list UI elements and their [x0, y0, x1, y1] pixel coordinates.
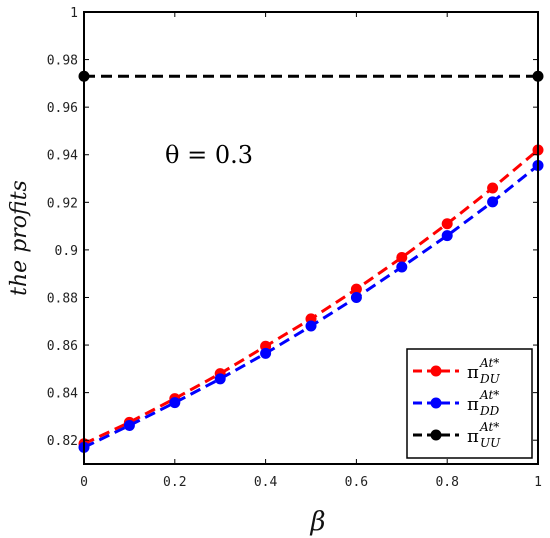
legend-sup-dd: At* [479, 388, 499, 402]
legend-symbol-dd: π [467, 394, 479, 415]
data-point-dd [214, 373, 226, 385]
data-point-du [396, 252, 408, 264]
plot-frame [83, 11, 539, 465]
legend-marker-uu [430, 429, 442, 441]
x-tick-label: 0.8 [435, 475, 458, 490]
legend-sub-du: DU [479, 372, 501, 386]
y-tick-label: 0.94 [47, 149, 78, 164]
x-tick-label: 0.6 [345, 475, 368, 490]
y-tick-label: 0.98 [47, 54, 78, 69]
x-tick-label: 0 [80, 475, 88, 490]
y-tick-label: 0.88 [47, 291, 78, 306]
legend-marker-dd [430, 397, 442, 409]
y-axis-title: the profits [7, 180, 32, 296]
x-tick-label: 0.2 [163, 475, 186, 490]
y-tick-label: 0.86 [47, 339, 78, 354]
data-point-dd [396, 261, 408, 273]
x-axis-title: β [309, 507, 325, 537]
x-tick-label: 1 [534, 475, 542, 490]
data-point-dd [350, 291, 362, 303]
legend-sup-uu: At* [479, 420, 499, 434]
data-point-dd [260, 347, 272, 359]
data-point-dd [169, 397, 181, 409]
legend-symbol-du: π [467, 362, 479, 383]
data-point-du [350, 283, 362, 295]
theta-annotation: θ = 0.3 [165, 141, 253, 169]
legend-symbol-uu: π [467, 426, 479, 447]
legend-sup-du: At* [479, 356, 499, 370]
y-tick-label: 0.92 [47, 196, 78, 211]
y-tick-label: 0.82 [47, 434, 78, 449]
y-tick-label: 0.96 [47, 101, 78, 116]
legend-marker-du [430, 365, 442, 377]
x-tick-label: 0.4 [254, 475, 278, 490]
data-point-du [441, 218, 453, 230]
legend-sub-dd: DD [479, 404, 500, 418]
legend-sub-uu: UU [480, 436, 501, 450]
data-point-dd [441, 230, 453, 242]
y-tick-label: 1 [70, 6, 78, 21]
axis-ticks: 0 0.2 0.4 0.6 0.8 1 0.82 0.84 0.86 0.88 0.9 0.92 0.9… [47, 6, 542, 490]
y-tick-label: 0.9 [55, 244, 78, 259]
legend: π At*DUπ At*DDπ At*UU [406, 348, 533, 459]
data-point-du [487, 182, 499, 194]
y-tick-label: 0.84 [47, 387, 78, 402]
data-point-dd [487, 196, 499, 208]
data-point-dd [305, 320, 317, 332]
data-point-dd [123, 419, 135, 431]
